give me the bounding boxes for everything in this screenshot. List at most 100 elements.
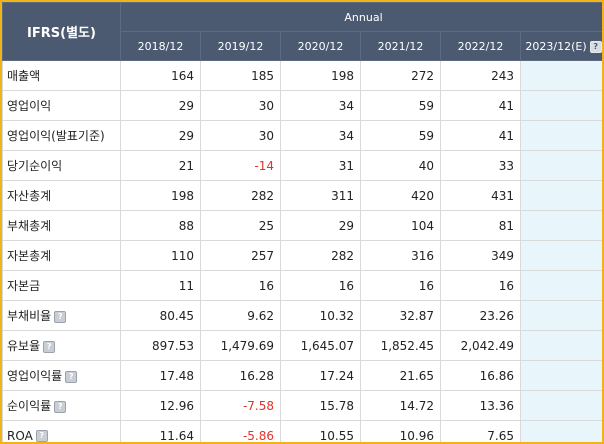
value-cell: 282: [280, 240, 361, 271]
value-cell: 41: [440, 90, 521, 121]
year-label: 2022/12: [457, 39, 504, 53]
value-cell: 1,645.07: [280, 330, 361, 361]
row-label-cell: 매출액: [2, 60, 121, 91]
value-cell: 88: [120, 210, 201, 241]
value-cell: 198: [280, 60, 361, 91]
value-cell: 7.65: [440, 420, 521, 442]
value-cell: 16.86: [440, 360, 521, 391]
value-cell: 10.32: [280, 300, 361, 331]
table-row: 영업이익률? 17.48 16.28 17.24 21.65 16.86: [2, 360, 602, 391]
value-cell: 10.55: [280, 420, 361, 442]
value-cell: 1,852.45: [360, 330, 441, 361]
question-mark-icon[interactable]: ?: [54, 310, 67, 323]
year-label: 2019/12: [217, 39, 264, 53]
value-cell: 12.96: [120, 390, 201, 421]
row-label-cell: 자본총계: [2, 240, 121, 271]
year-label: 2018/12: [137, 39, 184, 53]
row-label-cell: 당기순이익: [2, 150, 121, 181]
value-cell: 17.48: [120, 360, 201, 391]
row-label: 부채총계: [7, 219, 52, 233]
value-cell: 11.64: [120, 420, 201, 442]
year-header-4: 2022/12: [440, 31, 521, 61]
value-cell: 1,479.69: [200, 330, 281, 361]
row-label: 자산총계: [7, 189, 52, 203]
value-cell: 16: [280, 270, 361, 301]
row-label-cell: 부채총계: [2, 210, 121, 241]
value-cell: 59: [360, 120, 441, 151]
value-cell: 198: [120, 180, 201, 211]
row-label-cell: 영업이익(발표기준): [2, 120, 121, 151]
table-row: 순이익률? 12.96 -7.58 15.78 14.72 13.36: [2, 390, 602, 421]
value-cell: 25: [200, 210, 281, 241]
value-cell: 243: [440, 60, 521, 91]
value-cell: 2,042.49: [440, 330, 521, 361]
table-row: 영업이익(발표기준) 29 30 34 59 41: [2, 120, 602, 151]
value-cell: 10.96: [360, 420, 441, 442]
corner-header: IFRS(별도): [2, 2, 121, 61]
value-cell: -14: [200, 150, 281, 181]
year-header-1: 2019/12: [200, 31, 281, 61]
value-cell: 185: [200, 60, 281, 91]
value-cell: 21: [120, 150, 201, 181]
estimate-help-icon[interactable]: ?: [589, 40, 602, 53]
question-mark-icon[interactable]: ?: [65, 370, 78, 383]
row-label-cell: 유보율?: [2, 330, 121, 361]
value-cell: [519, 60, 602, 91]
value-cell: 16: [200, 270, 281, 301]
value-cell: 40: [360, 150, 441, 181]
row-label-cell: 자본금: [2, 270, 121, 301]
year-label: 2023/12(E): [525, 39, 587, 53]
row-label-cell: 영업이익률?: [2, 360, 121, 391]
row-label-cell: 부채비율?: [2, 300, 121, 331]
value-cell: 59: [360, 90, 441, 121]
row-label: 유보율: [7, 339, 41, 353]
value-cell: 23.26: [440, 300, 521, 331]
value-cell: [519, 150, 602, 181]
value-cell: [519, 210, 602, 241]
value-cell: 31: [280, 150, 361, 181]
value-cell: 17.24: [280, 360, 361, 391]
value-cell: 29: [280, 210, 361, 241]
value-cell: 311: [280, 180, 361, 211]
year-header-5: 2023/12(E)?: [519, 31, 602, 61]
value-cell: 34: [280, 90, 361, 121]
value-cell: 33: [440, 150, 521, 181]
value-cell: [519, 300, 602, 331]
row-label: 부채비율: [7, 309, 52, 323]
value-cell: [519, 120, 602, 151]
table-row: 유보율? 897.53 1,479.69 1,645.07 1,852.45 2,042.…: [2, 330, 602, 361]
value-cell: 431: [440, 180, 521, 211]
value-cell: [519, 390, 602, 421]
table-row: 매출액 164 185 198 272 243: [2, 60, 602, 91]
year-header-3: 2021/12: [360, 31, 441, 61]
row-label: 순이익률: [7, 399, 52, 413]
row-label-cell: ROA?: [2, 420, 121, 442]
value-cell: 29: [120, 90, 201, 121]
table-row: 당기순이익 21 -14 31 40 33: [2, 150, 602, 181]
value-cell: 104: [360, 210, 441, 241]
value-cell: [519, 330, 602, 361]
table-body: 매출액 164 185 198 272 243 영업이익 29 30 34 59 41 영업이익(발표기…: [2, 60, 602, 442]
value-cell: 316: [360, 240, 441, 271]
question-mark-icon[interactable]: ?: [35, 430, 48, 442]
question-mark-icon[interactable]: ?: [43, 340, 56, 353]
year-label: 2021/12: [377, 39, 424, 53]
value-cell: 16: [440, 270, 521, 301]
row-label: 당기순이익: [7, 159, 63, 173]
value-cell: 164: [120, 60, 201, 91]
value-cell: [519, 180, 602, 211]
question-mark-icon[interactable]: ?: [54, 400, 67, 413]
value-cell: [519, 240, 602, 271]
value-cell: 9.62: [200, 300, 281, 331]
value-cell: 349: [440, 240, 521, 271]
table-row: 부채총계 88 25 29 104 81: [2, 210, 602, 241]
value-cell: 16: [360, 270, 441, 301]
table-row: ROA? 11.64 -5.86 10.55 10.96 7.65: [2, 420, 602, 442]
value-cell: 897.53: [120, 330, 201, 361]
value-cell: 30: [200, 90, 281, 121]
row-label: 영업이익: [7, 99, 52, 113]
value-cell: [519, 360, 602, 391]
value-cell: 110: [120, 240, 201, 271]
value-cell: -7.58: [200, 390, 281, 421]
